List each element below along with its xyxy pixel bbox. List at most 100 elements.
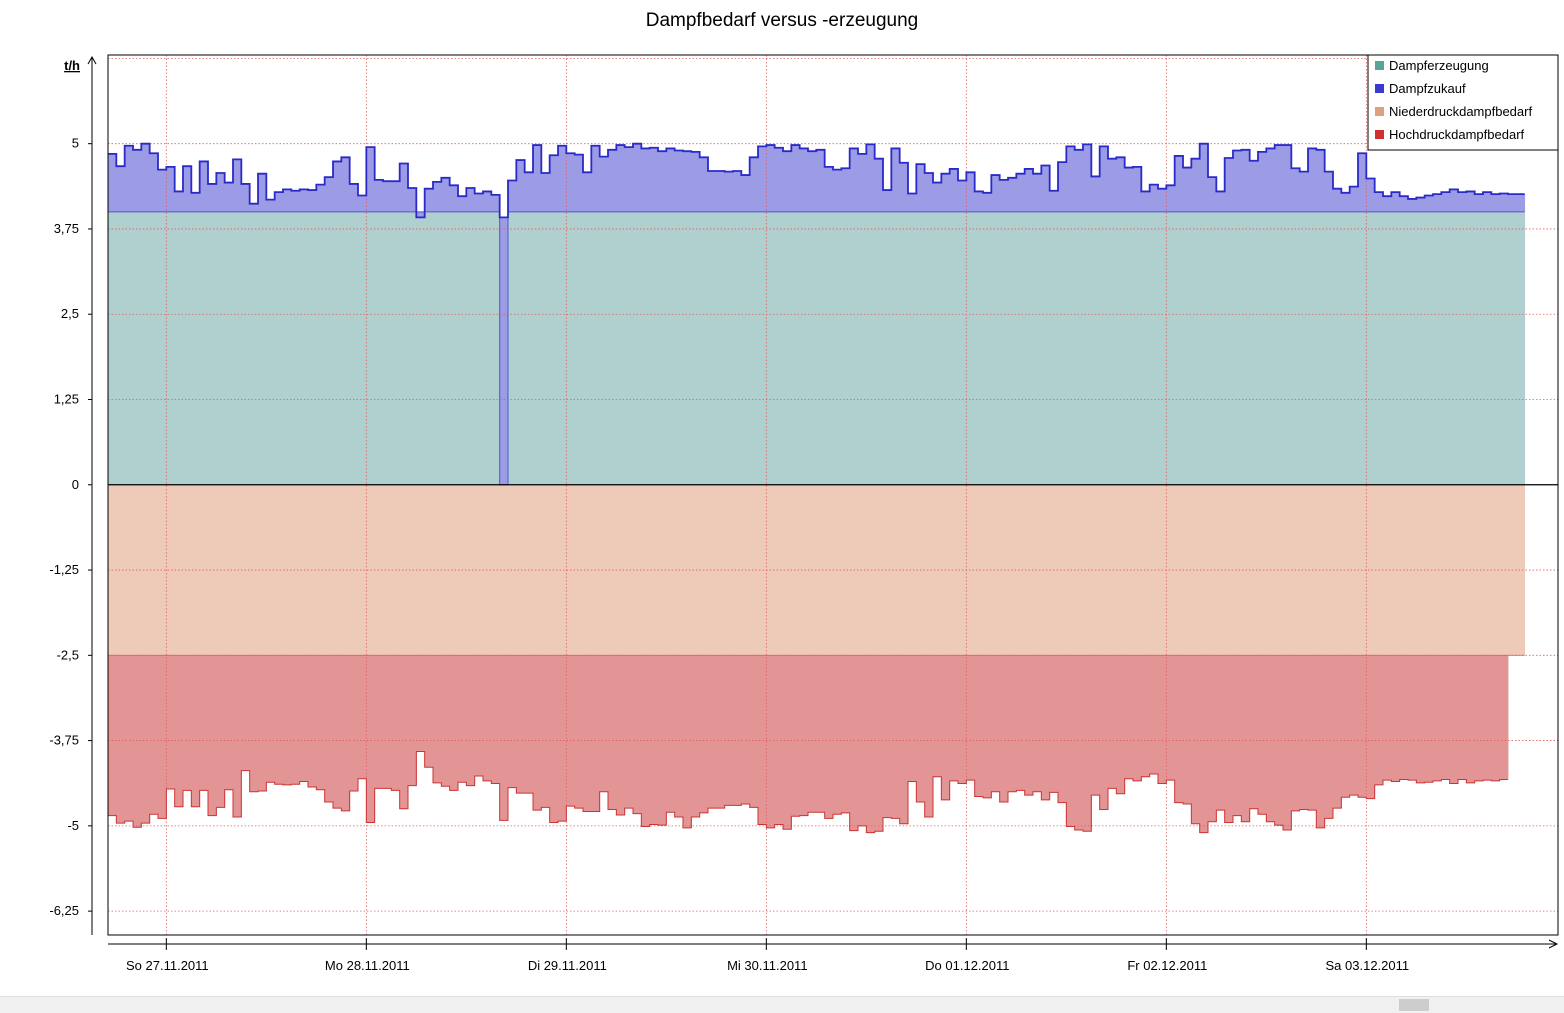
bar-dampferzeugung [891, 211, 901, 485]
bar-dampfzukauf [1474, 194, 1484, 212]
bar-dampferzeugung [1091, 211, 1101, 485]
bar-dampfzukauf [108, 153, 117, 212]
bar-dampferzeugung [1474, 211, 1484, 485]
bar-hochdruckdampfbedarf [1366, 655, 1376, 799]
bar-hochdruckdampfbedarf [1049, 655, 1059, 793]
bar-hochdruckdampfbedarf [1349, 655, 1359, 796]
y-tick-label: -1,25 [49, 562, 79, 577]
bar-hochdruckdampfbedarf [974, 655, 984, 797]
bar-dampfzukauf [549, 155, 559, 212]
bar-dampferzeugung [849, 211, 859, 485]
bar-niederdruckdampfbedarf [1124, 484, 1134, 656]
bar-hochdruckdampfbedarf [1483, 655, 1492, 781]
bar-dampfzukauf [299, 189, 309, 212]
bar-dampfzukauf [1266, 148, 1276, 212]
y-axis-unit-label: t/h [64, 58, 80, 73]
bar-niederdruckdampfbedarf [816, 484, 826, 656]
x-axis-arrow-icon [1548, 939, 1559, 949]
bar-dampfzukauf [258, 173, 267, 212]
bar-hochdruckdampfbedarf [833, 655, 842, 815]
bar-dampfzukauf [858, 153, 867, 212]
bar-hochdruckdampfbedarf [941, 655, 951, 800]
bar-hochdruckdampfbedarf [841, 655, 851, 813]
bar-dampferzeugung [1016, 211, 1026, 485]
bar-hochdruckdampfbedarf [1108, 655, 1117, 789]
bar-dampferzeugung [1441, 211, 1451, 485]
bar-niederdruckdampfbedarf [424, 484, 434, 656]
bar-dampferzeugung [1299, 211, 1309, 485]
bar-dampferzeugung [1341, 211, 1351, 485]
bar-dampferzeugung [1116, 211, 1126, 485]
bar-dampfzukauf [174, 191, 184, 212]
bar-dampferzeugung [1508, 211, 1517, 485]
bar-dampfzukauf [1074, 149, 1084, 212]
bar-hochdruckdampfbedarf [1416, 655, 1426, 783]
bar-dampfzukauf [699, 157, 709, 212]
legend-label: Dampfzukauf [1389, 81, 1466, 96]
plot-frame [107, 54, 1559, 936]
bar-dampferzeugung [316, 211, 326, 485]
bar-hochdruckdampfbedarf [224, 655, 234, 790]
bar-dampfzukauf [849, 148, 859, 212]
bar-dampferzeugung [174, 211, 184, 485]
bar-dampfzukauf [499, 217, 509, 485]
bar-dampfzukauf [1383, 196, 1392, 212]
bar-dampfzukauf [649, 147, 659, 212]
bar-dampferzeugung [1074, 211, 1084, 485]
bar-dampferzeugung [1133, 211, 1142, 485]
bar-hochdruckdampfbedarf [1324, 655, 1334, 819]
bar-hochdruckdampfbedarf [958, 655, 967, 784]
bar-dampferzeugung [774, 211, 784, 485]
bar-hochdruckdampfbedarf [249, 655, 259, 792]
bar-dampferzeugung [158, 211, 167, 485]
scrollbar-thumb[interactable] [1399, 999, 1429, 1011]
bar-dampferzeugung [816, 211, 826, 485]
bar-dampferzeugung [1124, 211, 1134, 485]
horizontal-scrollbar[interactable] [0, 996, 1564, 1013]
bar-niederdruckdampfbedarf [858, 484, 867, 656]
bar-dampferzeugung [1466, 211, 1476, 485]
bar-niederdruckdampfbedarf [1299, 484, 1309, 656]
bar-niederdruckdampfbedarf [666, 484, 676, 656]
bar-niederdruckdampfbedarf [374, 484, 384, 656]
bar-dampfzukauf [1158, 188, 1167, 212]
bar-dampferzeugung [758, 211, 767, 485]
bar-niederdruckdampfbedarf [508, 484, 517, 656]
bar-niederdruckdampfbedarf [333, 484, 342, 656]
bar-niederdruckdampfbedarf [399, 484, 409, 656]
bar-dampferzeugung [1333, 211, 1342, 485]
bar-dampferzeugung [1249, 211, 1259, 485]
bar-dampferzeugung [958, 211, 967, 485]
bar-dampfzukauf [408, 188, 417, 212]
bar-hochdruckdampfbedarf [116, 655, 126, 824]
bar-dampferzeugung [1291, 211, 1301, 485]
bar-dampferzeugung [983, 211, 992, 485]
bar-dampferzeugung [1324, 211, 1334, 485]
bar-dampferzeugung [1108, 211, 1117, 485]
bar-niederdruckdampfbedarf [616, 484, 626, 656]
bar-dampferzeugung [674, 211, 684, 485]
bar-dampfzukauf [1516, 194, 1526, 212]
bar-hochdruckdampfbedarf [199, 655, 209, 791]
bar-niederdruckdampfbedarf [758, 484, 767, 656]
bar-niederdruckdampfbedarf [449, 484, 459, 656]
bar-hochdruckdampfbedarf [1408, 655, 1417, 781]
bar-dampfzukauf [599, 156, 609, 212]
bar-hochdruckdampfbedarf [1149, 655, 1159, 775]
bar-niederdruckdampfbedarf [558, 484, 567, 656]
bar-hochdruckdampfbedarf [266, 655, 276, 783]
bar-niederdruckdampfbedarf [733, 484, 742, 656]
bar-dampferzeugung [416, 211, 426, 485]
bar-niederdruckdampfbedarf [641, 484, 651, 656]
bar-dampfzukauf [1116, 157, 1126, 212]
bar-dampferzeugung [966, 211, 976, 485]
bar-niederdruckdampfbedarf [1108, 484, 1117, 656]
bar-dampferzeugung [883, 211, 892, 485]
bar-dampfzukauf [874, 158, 884, 212]
bar-dampferzeugung [249, 211, 259, 485]
bar-dampfzukauf [866, 144, 876, 212]
bar-dampferzeugung [1058, 211, 1067, 485]
bar-dampfzukauf [1133, 166, 1142, 212]
bar-hochdruckdampfbedarf [966, 655, 976, 781]
bar-dampfzukauf [191, 192, 201, 212]
